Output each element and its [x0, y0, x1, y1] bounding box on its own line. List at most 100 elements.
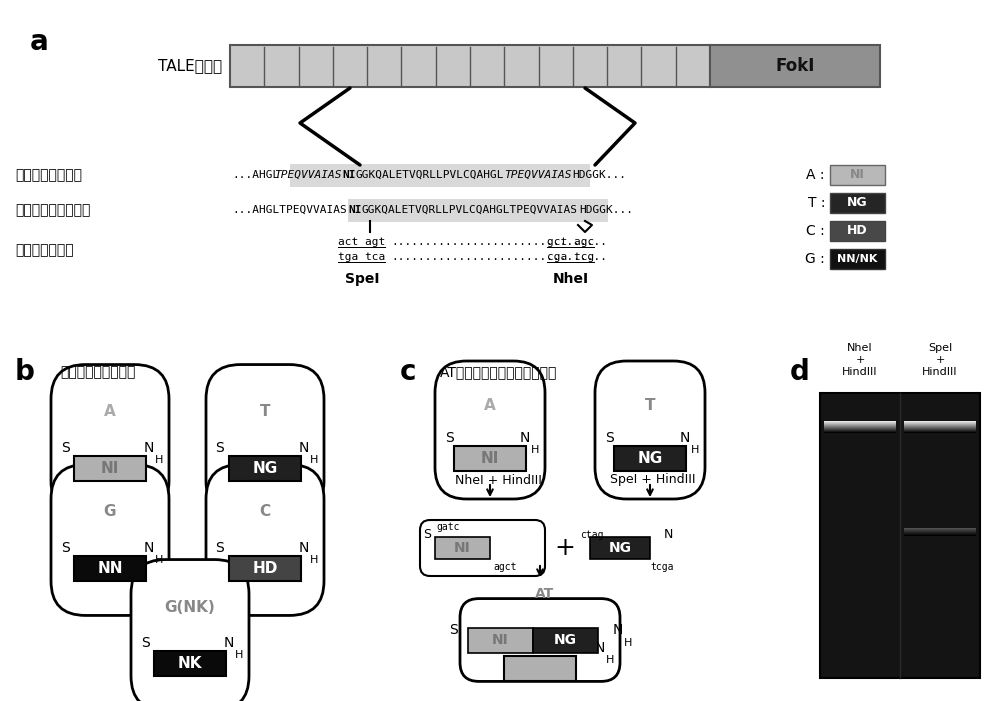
Bar — [338, 262, 386, 263]
Text: N: N — [663, 527, 673, 540]
Text: S: S — [449, 623, 457, 637]
Text: T: T — [645, 398, 655, 413]
Text: N: N — [680, 431, 690, 445]
Text: act agt: act agt — [338, 237, 385, 247]
Text: S: S — [445, 431, 453, 445]
Bar — [824, 427, 896, 428]
Bar — [824, 432, 896, 433]
Bar — [904, 429, 976, 430]
Bar — [904, 528, 976, 529]
Bar — [547, 247, 595, 248]
Text: c: c — [400, 358, 416, 386]
Text: cga tcg: cga tcg — [547, 252, 594, 262]
Text: ................................: ................................ — [391, 237, 607, 247]
Text: S: S — [61, 541, 69, 555]
Text: H: H — [155, 555, 163, 565]
Text: ...AHGLTPEQVVAIAS: ...AHGLTPEQVVAIAS — [232, 205, 347, 215]
Text: HD: HD — [252, 561, 278, 576]
Text: NI: NI — [454, 541, 470, 555]
Text: HindIII: HindIII — [842, 367, 878, 377]
Text: H: H — [531, 445, 539, 455]
Text: A :: A : — [806, 168, 825, 182]
Bar — [824, 429, 896, 430]
Text: a: a — [30, 28, 49, 56]
Text: NK: NK — [178, 656, 202, 671]
Bar — [435, 537, 490, 559]
Text: N: N — [144, 541, 154, 555]
Bar — [547, 262, 595, 263]
Text: ................................: ................................ — [391, 252, 607, 262]
Text: 单一旁单元编码载体: 单一旁单元编码载体 — [60, 365, 135, 379]
Text: NG: NG — [554, 633, 576, 647]
Bar — [904, 423, 976, 424]
Text: GGKQALETVQRLLPVLCQAHGLTPEQVVAIAS: GGKQALETVQRLLPVLCQAHGLTPEQVVAIAS — [362, 205, 578, 215]
Text: N: N — [613, 623, 623, 637]
Bar — [830, 165, 885, 185]
Bar — [824, 426, 896, 427]
Text: TPEQVVAIAS: TPEQVVAIAS — [274, 170, 342, 180]
FancyBboxPatch shape — [206, 465, 324, 615]
Text: NG: NG — [608, 541, 632, 555]
Bar — [904, 432, 976, 433]
Text: b: b — [15, 358, 35, 386]
Text: NI: NI — [492, 633, 508, 647]
FancyBboxPatch shape — [460, 599, 620, 681]
Bar — [830, 193, 885, 213]
Text: AT: AT — [535, 587, 555, 601]
Bar — [904, 427, 976, 428]
Text: N: N — [595, 641, 605, 655]
Text: AT双旁单元编码载体组装示例: AT双旁单元编码载体组装示例 — [440, 365, 557, 379]
Text: H: H — [310, 455, 318, 465]
Bar — [824, 423, 896, 424]
Bar — [824, 425, 896, 426]
Text: HDGGK...: HDGGK... — [579, 205, 633, 215]
Text: G :: G : — [805, 252, 825, 266]
Text: HDGGK...: HDGGK... — [572, 170, 626, 180]
Text: S: S — [61, 441, 69, 455]
Bar — [614, 446, 686, 471]
Bar — [904, 532, 976, 533]
Bar — [290, 164, 590, 187]
Text: S: S — [423, 527, 431, 540]
Bar — [348, 199, 608, 222]
Text: N: N — [520, 431, 530, 445]
Bar — [824, 431, 896, 432]
Text: S: S — [216, 441, 224, 455]
FancyBboxPatch shape — [595, 361, 705, 499]
Text: TPEQVVAIAS: TPEQVVAIAS — [504, 170, 572, 180]
Bar — [454, 446, 526, 471]
Text: NheI: NheI — [847, 343, 873, 353]
Text: 同尾酶识别位点: 同尾酶识别位点 — [15, 243, 74, 257]
Text: gatc: gatc — [436, 522, 460, 532]
Text: H: H — [624, 638, 632, 648]
Bar — [74, 456, 146, 481]
Text: NN: NN — [97, 561, 123, 576]
Text: N: N — [144, 441, 154, 455]
Text: NI: NI — [348, 205, 362, 215]
Bar — [74, 556, 146, 581]
Text: H: H — [606, 655, 614, 665]
FancyBboxPatch shape — [420, 520, 545, 576]
Bar — [820, 393, 980, 678]
Bar — [824, 421, 896, 422]
Text: NI: NI — [481, 451, 499, 466]
Bar — [904, 428, 976, 429]
Bar — [904, 430, 976, 431]
Text: T: T — [260, 404, 270, 419]
Text: NI: NI — [342, 170, 356, 180]
Text: TALE核酸鈨: TALE核酸鈨 — [158, 58, 222, 74]
Text: tga tca: tga tca — [338, 252, 385, 262]
Bar — [904, 424, 976, 425]
Text: C :: C : — [806, 224, 825, 238]
Text: NheI + HindIII: NheI + HindIII — [455, 473, 542, 486]
Text: H: H — [691, 445, 699, 455]
Text: S: S — [216, 541, 224, 555]
FancyBboxPatch shape — [206, 365, 324, 515]
Text: GGKQALETVQRLLPVLCQAHGL: GGKQALETVQRLLPVLCQAHGL — [356, 170, 505, 180]
Bar — [229, 456, 301, 481]
Text: H: H — [235, 650, 243, 660]
Text: d: d — [790, 358, 810, 386]
Text: H: H — [155, 455, 163, 465]
Bar — [824, 428, 896, 429]
Text: T :: T : — [808, 196, 825, 210]
